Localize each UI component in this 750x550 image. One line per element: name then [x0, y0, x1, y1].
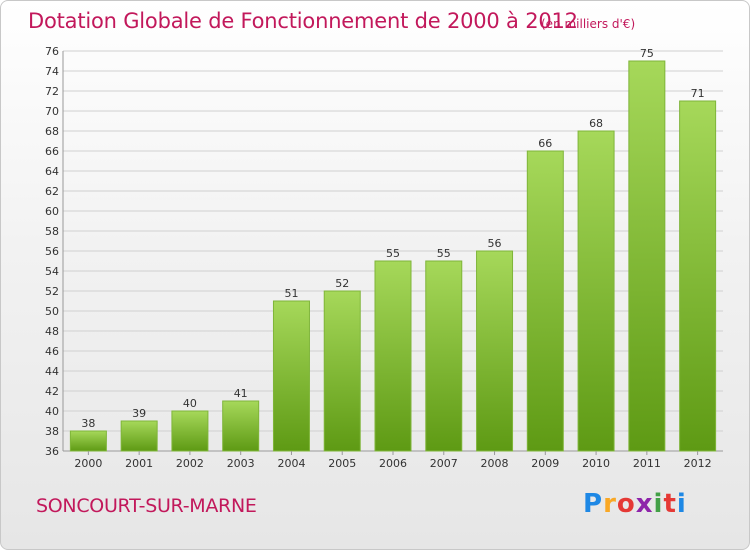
y-tick-label: 50	[45, 305, 59, 318]
logo-letter: i	[676, 489, 687, 519]
logo-letter: o	[616, 489, 636, 519]
y-tick-label: 62	[45, 185, 59, 198]
chart-title: Dotation Globale de Fonctionnement de 20…	[28, 9, 578, 33]
bar-2006	[374, 260, 412, 452]
bar-2003	[222, 400, 260, 452]
bar-value-label: 41	[234, 387, 248, 400]
y-tick-label: 68	[45, 125, 59, 138]
y-tick-label: 72	[45, 85, 59, 98]
x-tick-label: 2008	[481, 457, 509, 470]
bar-2009	[526, 150, 564, 452]
bar-value-label: 52	[335, 277, 349, 290]
commune-name: SONCOURT-SUR-MARNE	[36, 495, 257, 517]
bar-2007	[425, 260, 463, 452]
logo-letter: t	[663, 489, 677, 519]
bar-2002	[171, 410, 209, 452]
bar-value-label: 38	[81, 417, 95, 430]
bar-value-label: 75	[640, 47, 654, 60]
bar-2004	[272, 300, 310, 452]
y-tick-label: 74	[45, 65, 59, 78]
bar-2008	[476, 250, 514, 452]
chart-subtitle: (en milliers d'€)	[541, 17, 636, 31]
bar-2012	[679, 100, 717, 452]
x-tick-label: 2007	[430, 457, 458, 470]
bar-value-label: 66	[538, 137, 552, 150]
bar-value-label: 51	[284, 287, 298, 300]
logo-letter: r	[603, 489, 617, 519]
bar-2011	[628, 60, 666, 452]
logo-letter: x	[635, 489, 654, 519]
bar-2010	[577, 130, 615, 452]
y-tick-label: 40	[45, 405, 59, 418]
bar-value-label: 68	[589, 117, 603, 130]
bar-value-label: 71	[691, 87, 705, 100]
bar-value-label: 39	[132, 407, 146, 420]
x-tick-label: 2009	[531, 457, 559, 470]
bar-2005	[323, 290, 361, 452]
y-tick-label: 70	[45, 105, 59, 118]
y-tick-label: 42	[45, 385, 59, 398]
proxiti-logo[interactable]: Proxiti	[583, 489, 687, 519]
logo-letter: P	[583, 489, 604, 519]
y-tick-label: 52	[45, 285, 59, 298]
x-tick-label: 2006	[379, 457, 407, 470]
y-tick-label: 36	[45, 445, 59, 458]
y-tick-label: 54	[45, 265, 59, 278]
bar-value-label: 40	[183, 397, 197, 410]
y-tick-label: 66	[45, 145, 59, 158]
x-tick-label: 2010	[582, 457, 610, 470]
y-tick-label: 58	[45, 225, 59, 238]
bar-value-label: 55	[437, 247, 451, 260]
y-tick-label: 48	[45, 325, 59, 338]
x-tick-label: 2003	[227, 457, 255, 470]
x-tick-label: 2012	[684, 457, 712, 470]
x-tick-label: 2005	[328, 457, 356, 470]
bar-value-label: 55	[386, 247, 400, 260]
x-tick-label: 2011	[633, 457, 661, 470]
bar-2001	[120, 420, 158, 452]
logo-letter: i	[653, 489, 664, 519]
x-tick-label: 2000	[74, 457, 102, 470]
y-tick-label: 76	[45, 45, 59, 58]
y-tick-label: 46	[45, 345, 59, 358]
x-tick-label: 2004	[277, 457, 305, 470]
bar-value-label: 56	[488, 237, 502, 250]
y-tick-label: 60	[45, 205, 59, 218]
y-tick-label: 64	[45, 165, 59, 178]
x-tick-label: 2002	[176, 457, 204, 470]
bar-2000	[69, 430, 107, 452]
x-tick-label: 2001	[125, 457, 153, 470]
y-tick-label: 38	[45, 425, 59, 438]
y-tick-label: 56	[45, 245, 59, 258]
y-tick-label: 44	[45, 365, 59, 378]
